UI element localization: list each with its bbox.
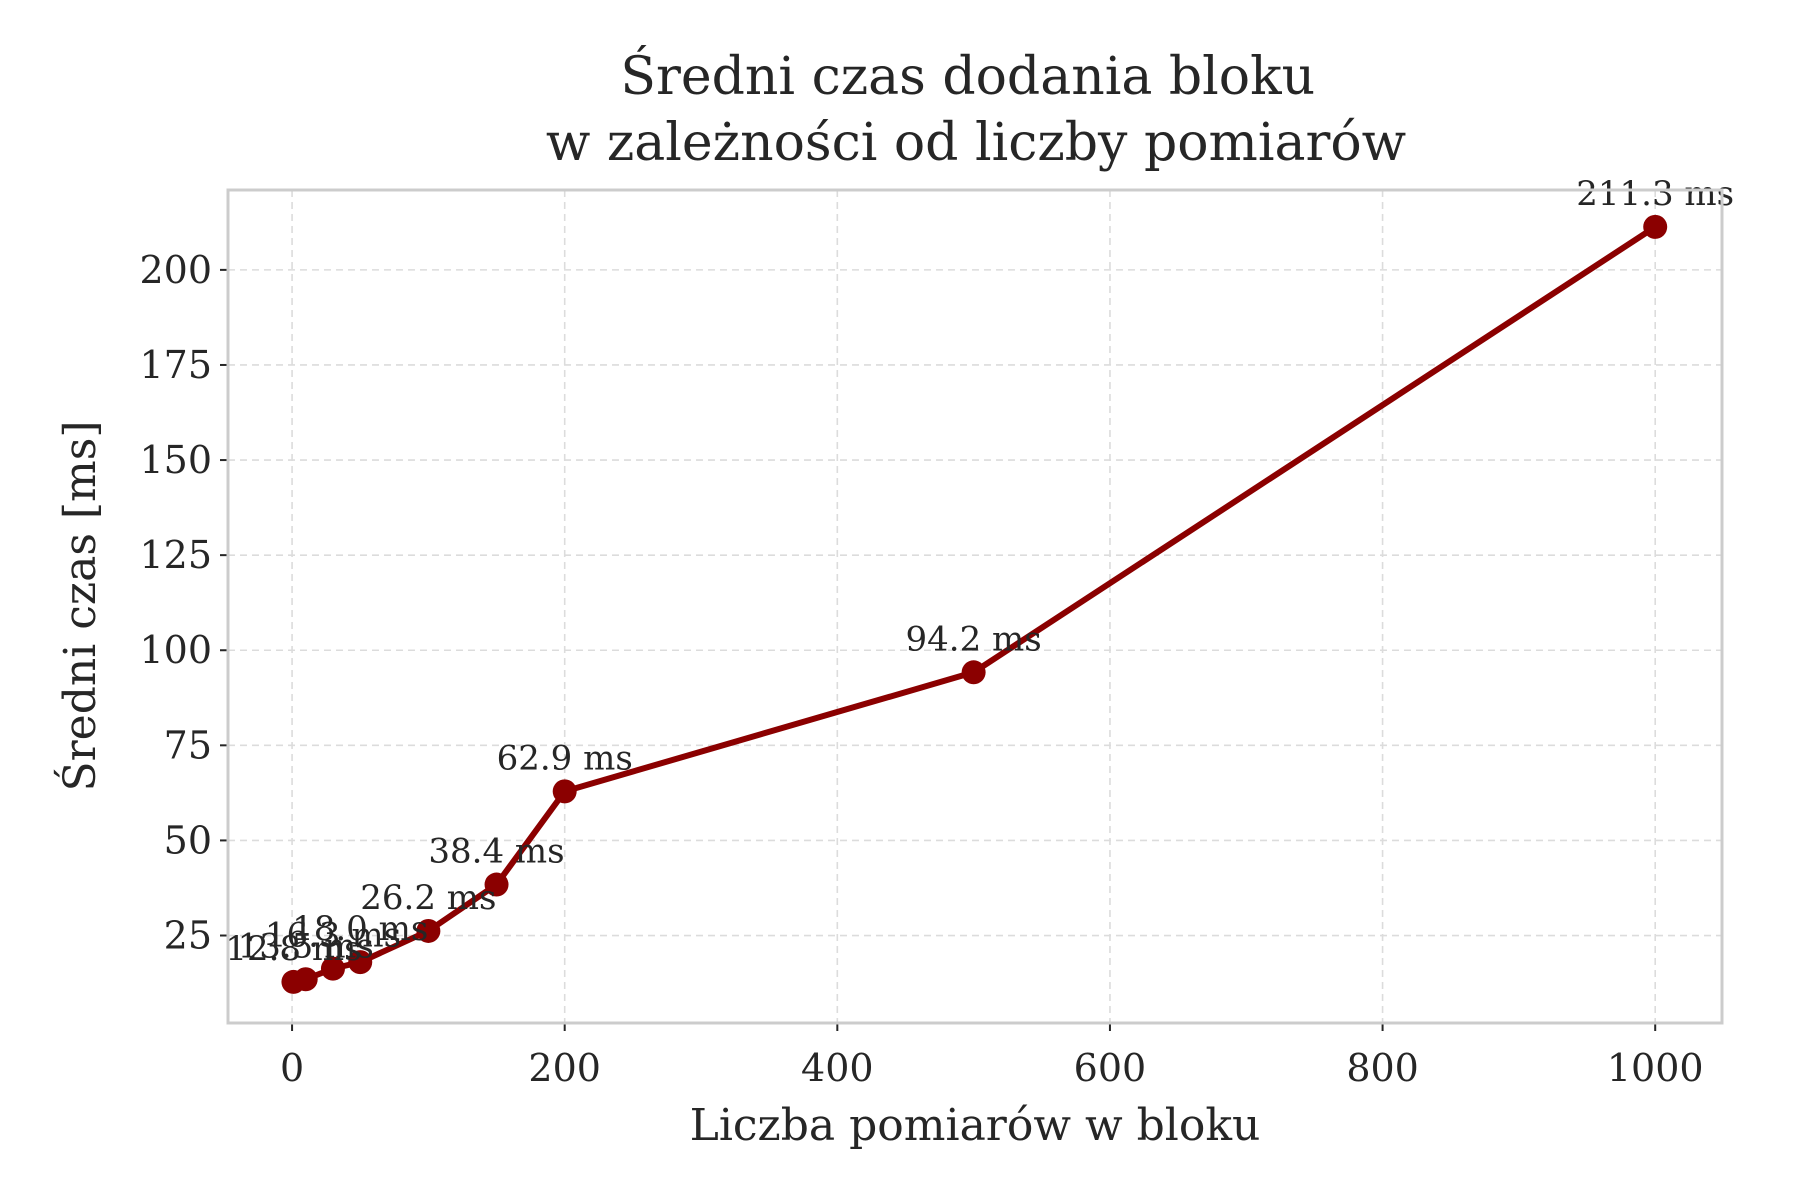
data-point (961, 660, 986, 685)
data-label: 16.3 ms (265, 916, 401, 956)
chart-title-line-2: w zależności od liczby pomiarów (546, 113, 1406, 173)
y-tick-label: 25 (164, 914, 212, 958)
grid (228, 190, 1722, 1023)
data-label: 26.2 ms (360, 878, 496, 918)
x-tick-label: 600 (1074, 1046, 1147, 1090)
y-tick-label: 75 (164, 723, 212, 767)
data-label: 12.8 ms (225, 929, 361, 969)
chart-title: Średni czas dodania bloku w zależności o… (546, 45, 1406, 173)
data-label: 18.0 ms (292, 909, 428, 949)
axis-ticks: 0 200 400 600 800 1000 25 50 75 100 125 150 175 200 (139, 248, 1703, 1090)
y-tick-label: 50 (164, 818, 212, 862)
x-tick-label: 1000 (1607, 1046, 1704, 1090)
x-tick-label: 800 (1346, 1046, 1419, 1090)
y-tick-label: 175 (139, 343, 212, 387)
y-axis-label: Średni czas [ms] (53, 420, 106, 791)
x-axis-label: Liczba pomiarów w bloku (690, 1100, 1261, 1151)
plot-frame (226, 188, 1724, 1025)
data-label: 13.5 ms (238, 926, 374, 966)
data-point (1643, 214, 1668, 239)
y-tick-label: 125 (139, 533, 212, 577)
x-tick-label: 0 (280, 1046, 304, 1090)
data-point (348, 950, 373, 975)
data-label: 62.9 ms (497, 738, 633, 778)
data-point (293, 967, 318, 992)
x-tick-label: 400 (801, 1046, 874, 1090)
chart-title-line-1: Średni czas dodania bloku (620, 45, 1315, 107)
data-point (416, 918, 441, 943)
data-label: 38.4 ms (428, 832, 564, 872)
y-tick-label: 100 (139, 628, 212, 672)
x-tick-label: 200 (528, 1046, 601, 1090)
y-tick-label: 150 (139, 438, 212, 482)
data-point (552, 779, 577, 804)
data-label: 211.3 ms (1576, 174, 1734, 214)
y-tick-label: 200 (139, 248, 212, 292)
data-series (281, 214, 1668, 994)
data-label: 94.2 ms (906, 619, 1042, 659)
data-point (484, 872, 509, 897)
data-point (320, 956, 345, 981)
